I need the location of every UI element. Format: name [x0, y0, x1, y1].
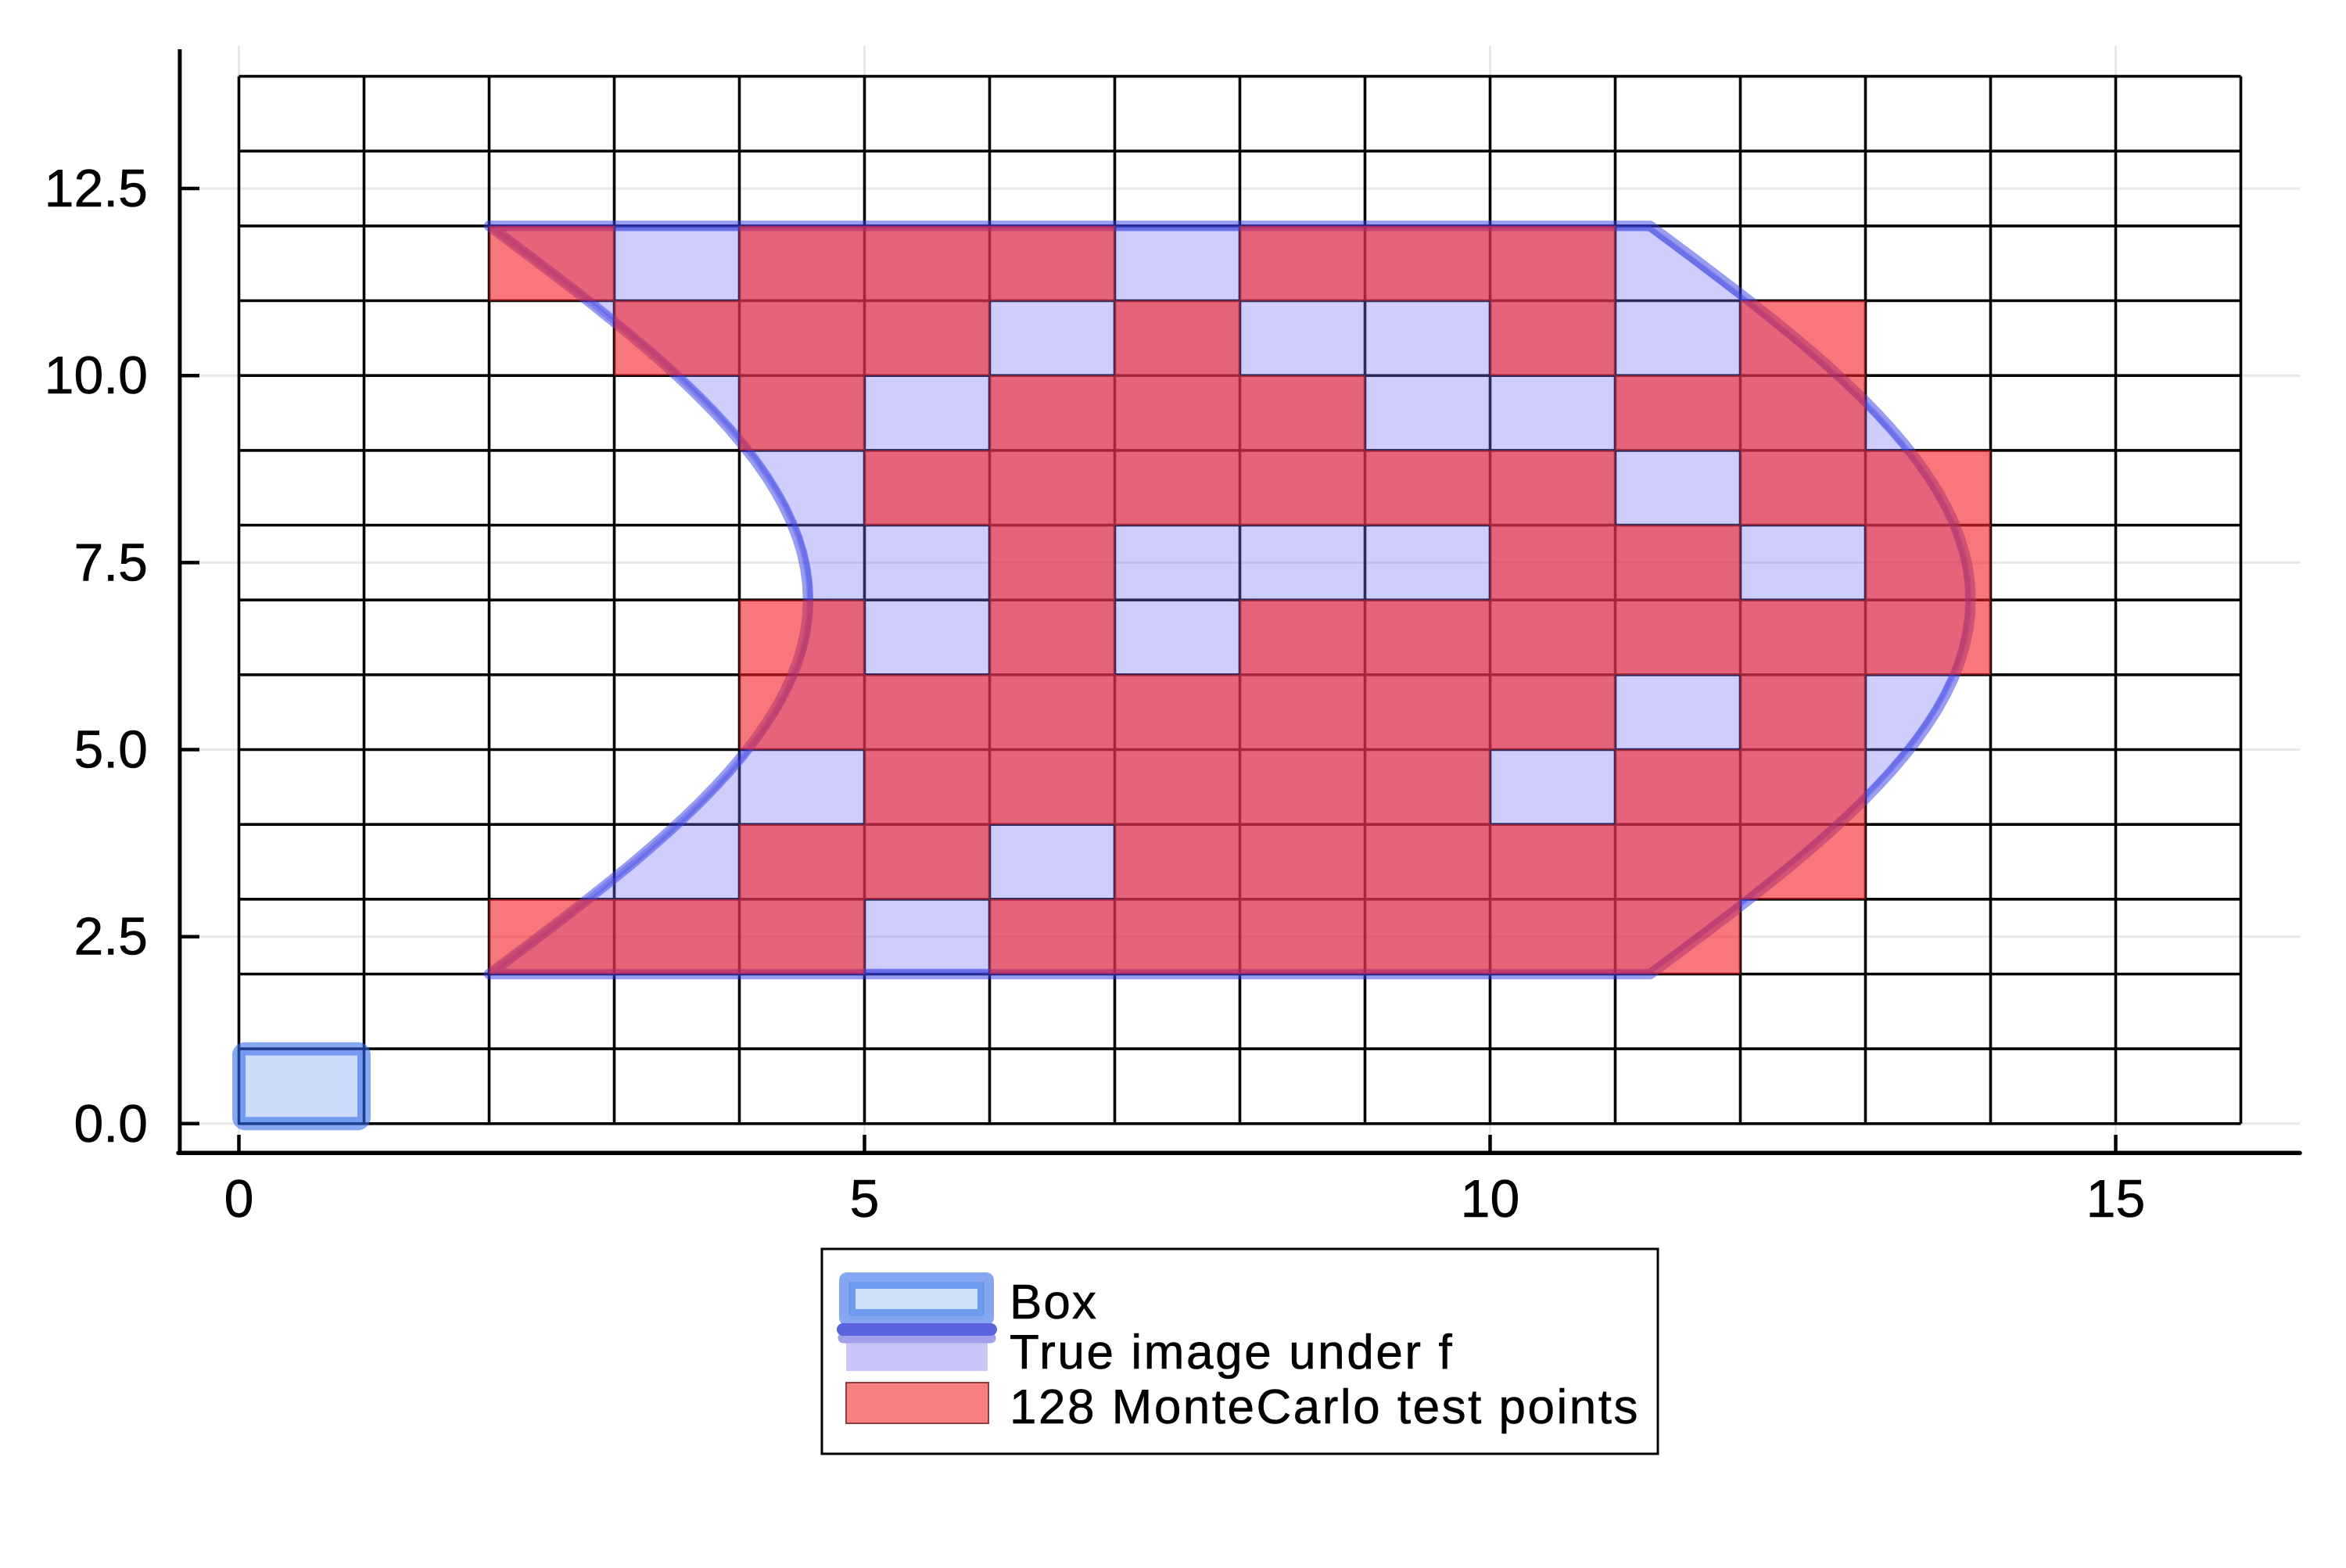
- svg-text:0.0: 0.0: [74, 1094, 148, 1154]
- svg-text:2.5: 2.5: [74, 907, 148, 967]
- svg-text:7.5: 7.5: [74, 533, 148, 592]
- svg-text:10.0: 10.0: [45, 346, 148, 405]
- svg-text:15: 15: [2086, 1169, 2146, 1229]
- svg-text:5.0: 5.0: [74, 720, 148, 780]
- svg-text:128 MonteCarlo test points: 128 MonteCarlo test points: [1010, 1380, 1640, 1434]
- svg-text:0: 0: [224, 1169, 254, 1229]
- svg-text:True image under f: True image under f: [1010, 1326, 1454, 1380]
- svg-text:10: 10: [1461, 1169, 1520, 1229]
- svg-text:5: 5: [850, 1169, 880, 1229]
- svg-text:Box: Box: [1010, 1276, 1098, 1329]
- svg-text:12.5: 12.5: [45, 159, 148, 218]
